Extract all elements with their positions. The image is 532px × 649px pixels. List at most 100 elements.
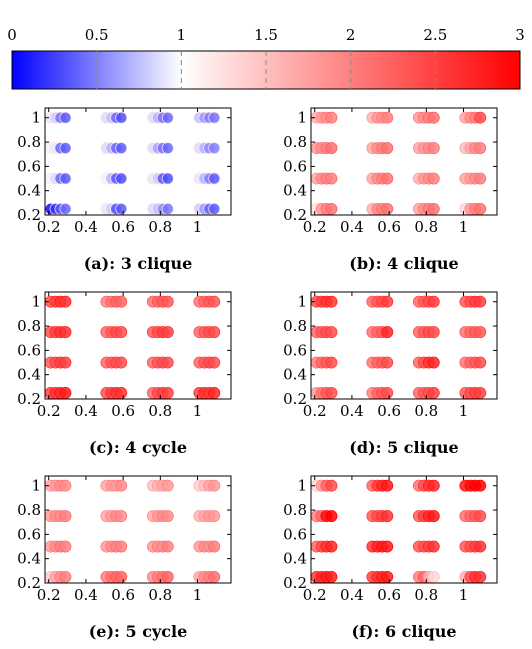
scatter-point bbox=[325, 142, 338, 155]
axes-frame bbox=[310, 475, 498, 584]
scatter-point bbox=[427, 570, 440, 583]
scatter-point bbox=[59, 510, 72, 523]
panel-caption: (c): 4 cycle bbox=[89, 438, 187, 457]
scatter-point bbox=[208, 172, 221, 185]
scatter-point bbox=[115, 570, 128, 583]
scatter-point bbox=[161, 295, 174, 308]
colorbar-tick-label: 3 bbox=[515, 26, 525, 44]
y-tick-label: 0.2 bbox=[17, 574, 41, 592]
y-tick-label: 0.8 bbox=[17, 501, 41, 519]
panel-caption: (a): 3 clique bbox=[84, 254, 193, 273]
scatter-point bbox=[161, 540, 174, 553]
y-tick-label: 0.6 bbox=[17, 341, 41, 359]
y-tick-label: 0.2 bbox=[17, 390, 41, 408]
scatter-point bbox=[208, 510, 221, 523]
y-tick-label: 0.6 bbox=[283, 525, 307, 543]
scatter-point bbox=[59, 386, 72, 399]
scatter-point bbox=[427, 172, 440, 185]
x-tick-label: 1 bbox=[459, 402, 469, 420]
scatter-point bbox=[381, 570, 394, 583]
y-tick-label: 1 bbox=[31, 477, 41, 495]
scatter-point bbox=[381, 172, 394, 185]
scatter-point bbox=[115, 386, 128, 399]
scatter-point bbox=[325, 326, 338, 339]
scatter-point bbox=[381, 142, 394, 155]
panel-f: 0.2 0.4 0.6 0.8 10.20.40.60.81(f): 6 clique bbox=[283, 475, 498, 641]
scatter-point bbox=[427, 356, 440, 369]
colorbar-tick-label: 0.5 bbox=[85, 26, 109, 44]
colorbar-tick-label: 0 bbox=[7, 26, 17, 44]
panel-caption: (b): 4 clique bbox=[349, 254, 458, 273]
scatter-point bbox=[381, 111, 394, 124]
x-tick-label: 0.2 bbox=[303, 218, 327, 236]
y-tick-label: 0.2 bbox=[17, 206, 41, 224]
scatter-point bbox=[474, 479, 487, 492]
scatter-point bbox=[115, 326, 128, 339]
scatter-point bbox=[427, 326, 440, 339]
x-tick-label: 0.8 bbox=[414, 586, 438, 604]
scatter-point bbox=[381, 202, 394, 215]
panel-d: 0.2 0.4 0.6 0.8 10.20.40.60.81(d): 5 clique bbox=[283, 291, 498, 457]
y-tick-label: 0.2 bbox=[283, 206, 307, 224]
panel-e: 0.2 0.4 0.6 0.8 1 0.2 0.4 0.6 0.8 1 (e): 5 cycle bbox=[17, 475, 232, 641]
scatter-point bbox=[427, 510, 440, 523]
scatter-point bbox=[427, 386, 440, 399]
x-tick-label: 1 bbox=[459, 218, 469, 236]
y-tick-label: 1 bbox=[31, 293, 41, 311]
scatter-point bbox=[115, 142, 128, 155]
scatter-point bbox=[325, 356, 338, 369]
panel-caption: (f): 6 clique bbox=[351, 622, 456, 641]
x-tick-label: 0.4 bbox=[74, 218, 98, 236]
x-tick-label: 0.8 bbox=[148, 586, 172, 604]
scatter-point bbox=[208, 295, 221, 308]
scatter-point bbox=[474, 142, 487, 155]
scatter-point bbox=[208, 326, 221, 339]
scatter-point bbox=[325, 540, 338, 553]
scatter-point bbox=[115, 172, 128, 185]
y-tick-label: 0.4 bbox=[283, 182, 307, 200]
scatter-point bbox=[161, 172, 174, 185]
colorbar: 0 0.5 1 1.5 2 2.5 3 bbox=[7, 26, 525, 90]
scatter-point bbox=[208, 142, 221, 155]
y-tick-label: 0.4 bbox=[283, 366, 307, 384]
x-tick-label: 1 bbox=[193, 586, 203, 604]
panel-caption: (e): 5 cycle bbox=[89, 622, 188, 641]
scatter-point bbox=[115, 540, 128, 553]
scatter-point bbox=[59, 295, 72, 308]
scatter-point bbox=[161, 386, 174, 399]
x-tick-label: 0.6 bbox=[111, 218, 135, 236]
colorbar-tick-label: 2.5 bbox=[423, 26, 447, 44]
scatter-point bbox=[161, 356, 174, 369]
scatter-point bbox=[161, 479, 174, 492]
x-tick-label: 0.8 bbox=[414, 402, 438, 420]
scatter-point bbox=[115, 202, 128, 215]
scatter-point bbox=[161, 142, 174, 155]
scatter-point bbox=[325, 172, 338, 185]
panel-a: 0.2 0.4 0.6 0.8 10.20.40.60.81(a): 3 clique bbox=[17, 107, 232, 273]
scatter-point bbox=[427, 142, 440, 155]
scatter-point bbox=[161, 570, 174, 583]
scatter-point bbox=[208, 356, 221, 369]
x-tick-label: 0.8 bbox=[148, 402, 172, 420]
x-tick-label: 1 bbox=[193, 402, 203, 420]
y-tick-label: 0.4 bbox=[17, 366, 41, 384]
scatter-point bbox=[208, 570, 221, 583]
scatter-point bbox=[115, 510, 128, 523]
x-tick-label: 0.4 bbox=[74, 586, 98, 604]
y-tick-label: 0.4 bbox=[17, 182, 41, 200]
y-tick-label: 0.2 bbox=[283, 574, 307, 592]
axes-frame bbox=[310, 107, 498, 216]
scatter-point bbox=[208, 386, 221, 399]
scatter-point bbox=[161, 202, 174, 215]
axes-frame bbox=[44, 475, 232, 584]
scatter-point bbox=[208, 479, 221, 492]
y-tick-label: 1 bbox=[31, 109, 41, 127]
x-tick-label: 0.4 bbox=[74, 402, 98, 420]
scatter-point bbox=[59, 570, 72, 583]
scatter-point bbox=[325, 479, 338, 492]
y-tick-label: 1 bbox=[297, 477, 307, 495]
scatter-point bbox=[115, 479, 128, 492]
scatter-point bbox=[325, 570, 338, 583]
scatter-point bbox=[381, 510, 394, 523]
